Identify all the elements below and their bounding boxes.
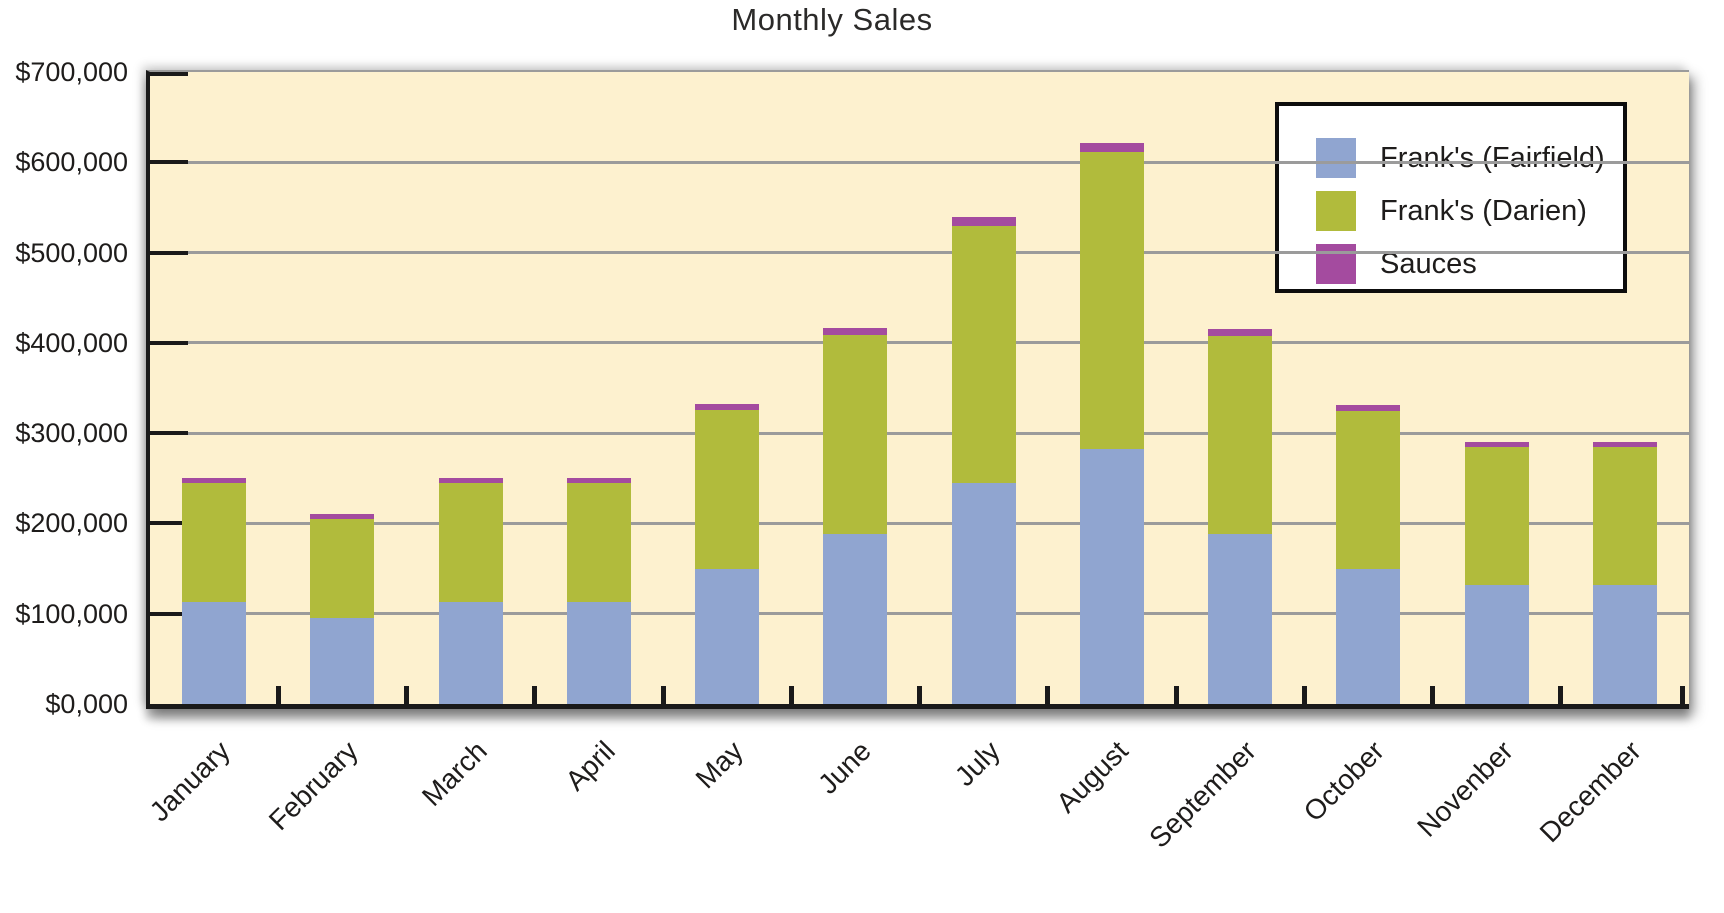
bar-segment-frank-s-darien <box>1592 446 1657 585</box>
bar-segment-sauces <box>182 478 247 483</box>
gridline <box>150 612 1689 616</box>
bar-april <box>566 72 631 704</box>
bar-segment-frank-s-fairfield <box>1079 448 1144 704</box>
chart-title: Monthly Sales <box>731 2 933 37</box>
gridline <box>150 251 1689 255</box>
bar-segment-sauces <box>438 478 503 483</box>
bar-october <box>1336 72 1401 704</box>
x-axis-tick <box>788 686 794 704</box>
x-axis-tick <box>1301 686 1307 704</box>
x-axis-tick <box>660 686 666 704</box>
legend-swatch-frank-s-fairfield <box>1316 138 1356 178</box>
x-axis-tick <box>275 686 281 704</box>
bar-segment-frank-s-darien <box>566 482 631 602</box>
bar-december <box>1592 72 1657 704</box>
y-axis-label: $500,000 <box>15 237 128 268</box>
x-axis-tick <box>532 686 538 704</box>
y-axis-tick <box>150 521 188 526</box>
bar-segment-frank-s-darien <box>310 518 375 619</box>
gridline <box>150 341 1689 345</box>
y-axis-tick <box>150 250 188 255</box>
x-axis-tick <box>1430 686 1435 704</box>
bar-segment-frank-s-darien <box>1336 410 1401 569</box>
bar-june <box>823 72 888 704</box>
y-axis-tick <box>150 72 188 76</box>
bar-may <box>695 72 760 704</box>
bar-segment-frank-s-darien <box>951 225 1016 483</box>
legend-item-frank-s-fairfield: Frank's (Fairfield) <box>1316 138 1613 178</box>
bar-segment-sauces <box>310 514 375 519</box>
bar-segment-sauces <box>823 328 888 335</box>
x-axis-tick <box>1558 686 1564 704</box>
bar-segment-frank-s-darien <box>1079 152 1144 449</box>
bar-segment-frank-s-fairfield <box>566 601 631 704</box>
bar-segment-sauces <box>1079 143 1144 153</box>
bar-segment-frank-s-darien <box>1208 335 1273 535</box>
y-axis-label: $600,000 <box>15 147 128 178</box>
x-axis-tick <box>917 686 922 704</box>
legend: Frank's (Fairfield) Frank's (Darien) Sauce… <box>1275 102 1627 293</box>
bar-march <box>438 72 503 704</box>
bar-segment-frank-s-darien <box>182 482 247 602</box>
bar-segment-sauces <box>566 478 631 483</box>
y-axis-tick <box>150 340 188 345</box>
plot-area: Frank's (Fairfield) Frank's (Darien) Sauce… <box>146 70 1689 709</box>
y-axis-label: $100,000 <box>15 598 128 629</box>
bar-august <box>1079 72 1144 704</box>
y-axis-label: $200,000 <box>15 508 128 539</box>
bar-segment-frank-s-fairfield <box>823 534 888 704</box>
y-axis-tick <box>150 431 188 436</box>
bar-segment-sauces <box>695 404 760 410</box>
bar-segment-frank-s-darien <box>695 409 760 569</box>
bar-segment-frank-s-darien <box>438 482 503 602</box>
bar-segment-frank-s-fairfield <box>1336 568 1401 704</box>
monthly-sales-chart: Monthly Sales Frank's (Fairfield) Frank's… <box>15 2 1689 854</box>
legend-label-frank-s-darien: Frank's (Darien) <box>1380 194 1587 227</box>
bar-segment-frank-s-fairfield <box>438 601 503 704</box>
bar-september <box>1208 72 1273 704</box>
bar-novenber <box>1464 72 1529 704</box>
legend-item-frank-s-darien: Frank's (Darien) <box>1316 191 1613 231</box>
bar-segment-sauces <box>1592 442 1657 447</box>
gridline <box>150 160 1689 164</box>
bar-segment-frank-s-fairfield <box>310 618 375 704</box>
bar-segment-sauces <box>951 217 1016 226</box>
bar-segment-frank-s-darien <box>823 334 888 535</box>
bar-segment-frank-s-fairfield <box>1464 584 1529 704</box>
x-axis-tick <box>404 686 409 704</box>
y-axis-tick <box>150 611 188 616</box>
gridline <box>150 521 1689 525</box>
bar-segment-frank-s-fairfield <box>182 601 247 704</box>
bar-july <box>951 72 1016 704</box>
x-axis-tick <box>1045 686 1051 704</box>
x-axis-tick <box>1173 686 1179 704</box>
y-axis-label: $700,000 <box>15 57 128 87</box>
bar-segment-sauces <box>1336 405 1401 411</box>
bar-january <box>182 72 247 704</box>
bar-segment-sauces <box>1208 329 1273 336</box>
bar-segment-frank-s-fairfield <box>695 568 760 704</box>
bar-february <box>310 72 375 704</box>
gridline <box>150 431 1689 435</box>
bar-segment-frank-s-fairfield <box>1208 534 1273 704</box>
legend-swatch-sauces <box>1316 244 1356 284</box>
bar-segment-frank-s-fairfield <box>1592 584 1657 704</box>
y-axis-label: $0,000 <box>45 689 128 719</box>
legend-label-frank-s-fairfield: Frank's (Fairfield) <box>1380 141 1605 174</box>
bar-segment-frank-s-fairfield <box>951 482 1016 704</box>
y-axis-label: $300,000 <box>15 418 128 449</box>
y-axis-label: $400,000 <box>15 327 128 358</box>
bar-segment-frank-s-darien <box>1464 446 1529 585</box>
x-axis-tick <box>1680 686 1685 704</box>
bar-segment-sauces <box>1464 442 1529 447</box>
y-axis-tick <box>150 160 188 165</box>
legend-swatch-frank-s-darien <box>1316 191 1356 231</box>
